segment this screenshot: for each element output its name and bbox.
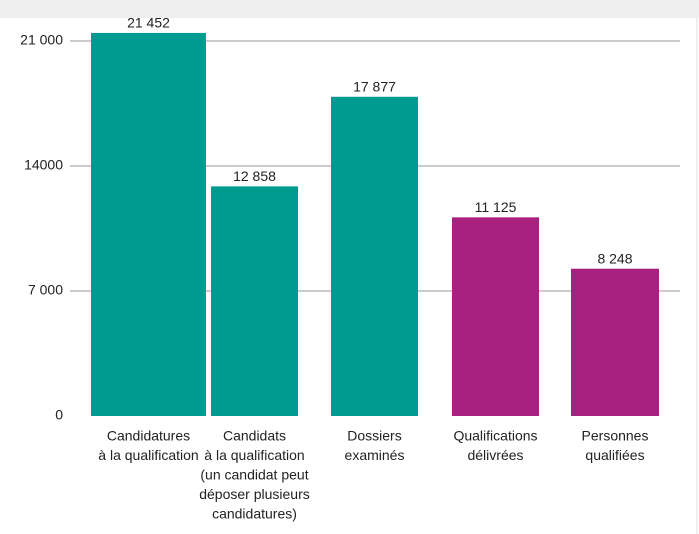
- value-label: 11 125: [475, 199, 517, 215]
- x-tick-label: Candidatures: [107, 428, 190, 444]
- bar: [91, 32, 206, 417]
- x-tick-label: (un candidat peut: [200, 467, 308, 483]
- x-tick-label: à la qualification: [98, 447, 198, 463]
- top-band: [0, 0, 699, 18]
- x-tick-label: qualifiées: [585, 447, 644, 463]
- value-label: 21 452: [127, 15, 170, 31]
- x-tick-label: déposer plusieurs: [199, 486, 310, 502]
- value-label: 8 248: [597, 250, 632, 266]
- y-tick-label: 21 000: [20, 32, 63, 48]
- bar: [331, 96, 418, 417]
- x-tick-label: candidatures): [212, 506, 297, 522]
- y-tick-label: 7 000: [28, 282, 63, 298]
- x-tick-label: Candidats: [223, 428, 286, 444]
- bar: [571, 268, 659, 416]
- x-tick-label: Dossiers: [347, 428, 401, 444]
- value-label: 12 858: [233, 168, 276, 184]
- bar: [452, 217, 539, 416]
- y-tick-label: 14000: [24, 157, 63, 173]
- x-tick-label: Personnes: [582, 428, 649, 444]
- x-tick-label: à la qualification: [204, 447, 304, 463]
- x-tick-label: examinés: [345, 447, 405, 463]
- value-label: 17 877: [353, 78, 396, 94]
- x-tick-label: délivrées: [467, 447, 523, 463]
- bar: [211, 186, 298, 416]
- y-tick-label: 0: [55, 407, 63, 423]
- x-tick-label: Qualifications: [453, 428, 537, 444]
